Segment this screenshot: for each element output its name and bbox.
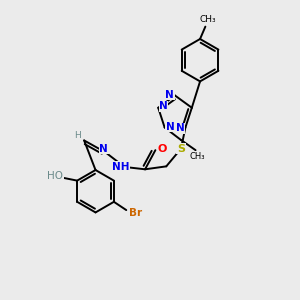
Text: H: H [74, 130, 81, 140]
Text: N: N [166, 122, 174, 132]
Text: CH₃: CH₃ [200, 15, 217, 24]
Text: CH₃: CH₃ [189, 152, 205, 160]
Text: NH: NH [112, 162, 130, 172]
Text: N: N [165, 90, 174, 100]
Text: HO: HO [47, 171, 63, 181]
Text: N: N [100, 144, 108, 154]
Text: S: S [177, 144, 185, 154]
Text: N: N [176, 123, 184, 133]
Text: O: O [157, 144, 167, 154]
Text: Br: Br [128, 208, 142, 218]
Text: N: N [159, 101, 168, 111]
